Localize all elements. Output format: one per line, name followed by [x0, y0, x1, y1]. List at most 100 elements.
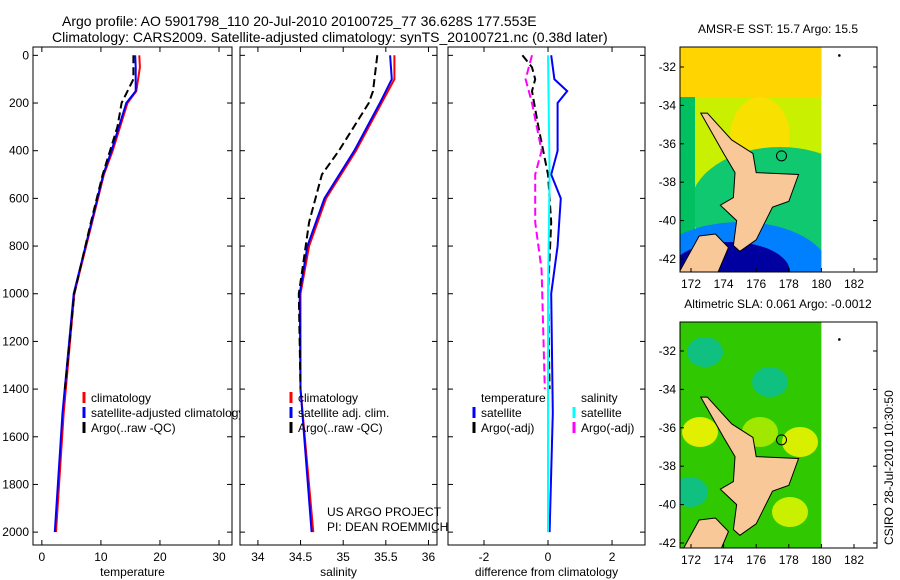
- sst-mid: [680, 97, 695, 247]
- island-dot: [838, 338, 841, 341]
- y-tick-label: 200: [9, 96, 29, 110]
- x-tick-label: 34: [251, 550, 265, 564]
- y-tick-label: 1400: [2, 382, 29, 396]
- x-tick-label: 36: [422, 550, 436, 564]
- x-tick-label: 2: [609, 550, 616, 564]
- x-tick-label: 30: [212, 550, 226, 564]
- y-tick-label: 1200: [2, 334, 29, 348]
- map-title: Altimetric SLA: 0.061 Argo: -0.0012: [684, 297, 872, 311]
- x-tick-label: 35: [337, 550, 351, 564]
- x-tick-label: 20: [153, 550, 167, 564]
- y-tick-label: 1800: [2, 477, 29, 491]
- lon-tick-label: 178: [779, 553, 799, 567]
- series-line-argo-raw-qc-: [63, 55, 135, 390]
- legend-label: satellite-adjusted climatology: [91, 406, 244, 420]
- y-tick-label: 0: [22, 48, 29, 62]
- float-location-marker: [776, 150, 788, 162]
- lon-tick-label: 178: [779, 277, 799, 291]
- legend-header-salinity: salinity: [581, 391, 618, 405]
- lat-tick-label: -40: [659, 214, 677, 228]
- sla-anomaly: [682, 417, 718, 447]
- lat-tick-label: -34: [659, 98, 677, 112]
- south-island-land: [680, 233, 730, 272]
- series-line-argo-raw-qc-: [297, 55, 379, 390]
- lat-tick-label: -38: [659, 175, 677, 189]
- legend-label: satellite: [581, 406, 622, 420]
- lon-tick-label: 182: [844, 553, 864, 567]
- lon-tick-label: 180: [811, 553, 831, 567]
- lon-tick-label: 182: [844, 277, 864, 291]
- sla-anomaly: [752, 367, 788, 397]
- y-tick-label: 2000: [2, 525, 29, 539]
- title-line2: Climatology: CARS2009. Satellite-adjuste…: [52, 29, 608, 45]
- credit-line2: PI: DEAN ROEMMICH: [327, 520, 448, 534]
- legend-label: satellite: [481, 406, 522, 420]
- legend-label: satellite adj. clim.: [298, 406, 389, 420]
- profile-panel-2: 34 34.5 35 35.5 36 salinity climatologysatelli…: [239, 46, 438, 579]
- map-frame: [679, 321, 878, 549]
- y-tick-label: 1600: [2, 430, 29, 444]
- map-title: AMSR-E SST: 15.7 Argo: 15.5: [698, 22, 858, 36]
- y-tick-label: 600: [9, 191, 29, 205]
- sla-anomaly: [782, 427, 818, 457]
- lon-tick-label: 174: [714, 553, 734, 567]
- x-axis-label: difference from climatology: [475, 565, 618, 579]
- series-line-salinity-satellite: [547, 55, 551, 533]
- north-island-land: [699, 396, 800, 536]
- x-tick-label: 34.5: [289, 550, 313, 564]
- map-field: [680, 322, 822, 548]
- map-panel-2: Altimetric SLA: 0.061 Argo: -0.0012 172 17…: [659, 297, 878, 567]
- lon-tick-label: 176: [746, 553, 766, 567]
- map-panel-1: AMSR-E SST: 15.7 Argo: 15.5 172 174 176 178 1…: [659, 22, 878, 291]
- lon-tick-label: 176: [746, 277, 766, 291]
- map-frame: [679, 46, 878, 273]
- south-island-land: [683, 517, 730, 548]
- lat-tick-label: -42: [659, 252, 677, 266]
- lon-tick-label: 180: [811, 277, 831, 291]
- title-line1: Argo profile: AO 5901798_110 20-Jul-2010…: [62, 13, 537, 29]
- legend-label: climatology: [298, 391, 358, 405]
- lat-tick-label: -40: [659, 498, 677, 512]
- lat-tick-label: -38: [659, 459, 677, 473]
- x-axis-label: salinity: [320, 565, 357, 579]
- y-tick-label: 400: [9, 144, 29, 158]
- legend-label: climatology: [91, 391, 151, 405]
- plot-frame: [239, 46, 438, 546]
- x-tick-label: 0: [545, 550, 552, 564]
- float-location-marker: [776, 434, 788, 446]
- sla-anomaly: [680, 477, 708, 507]
- north-island-land: [699, 112, 800, 252]
- x-tick-label: 0: [39, 550, 46, 564]
- legend-header-temperature: temperature: [481, 391, 546, 405]
- series-line-salinity-argo-adj-: [524, 55, 546, 390]
- island-dot: [838, 54, 841, 57]
- y-tick-label: 800: [9, 239, 29, 253]
- lat-tick-label: -36: [659, 421, 677, 435]
- series-line-temperature-satellite: [548, 55, 569, 533]
- lat-tick-label: -36: [659, 137, 677, 151]
- side-label: CSIRO 28-Jul-2010 10:30:50: [882, 390, 896, 545]
- lat-tick-label: -42: [659, 536, 677, 550]
- legend-label: Argo(-adj): [581, 421, 634, 435]
- sla-anomaly: [687, 337, 723, 367]
- legend-label: Argo(-adj): [481, 421, 534, 435]
- lat-tick-label: -34: [659, 382, 677, 396]
- x-tick-label: 35.5: [374, 550, 398, 564]
- profile-panel-1: 0 10 20 30 0 200 400 600 800 1000 1200 1400 1600 1800…: [2, 46, 244, 579]
- lat-tick-label: -32: [659, 60, 677, 74]
- x-axis-label: temperature: [100, 565, 165, 579]
- lat-tick-label: -32: [659, 344, 677, 358]
- lon-tick-label: 172: [681, 553, 701, 567]
- credit-line1: US ARGO PROJECT: [327, 505, 442, 519]
- plot-frame: [32, 46, 233, 546]
- lon-tick-label: 172: [681, 277, 701, 291]
- sla-anomaly: [772, 497, 808, 527]
- sst-warm: [680, 47, 822, 97]
- plot-frame: [447, 46, 646, 546]
- legend-label: Argo(..raw -QC): [91, 421, 176, 435]
- x-tick-label: -2: [479, 550, 490, 564]
- legend-label: Argo(..raw -QC): [298, 421, 383, 435]
